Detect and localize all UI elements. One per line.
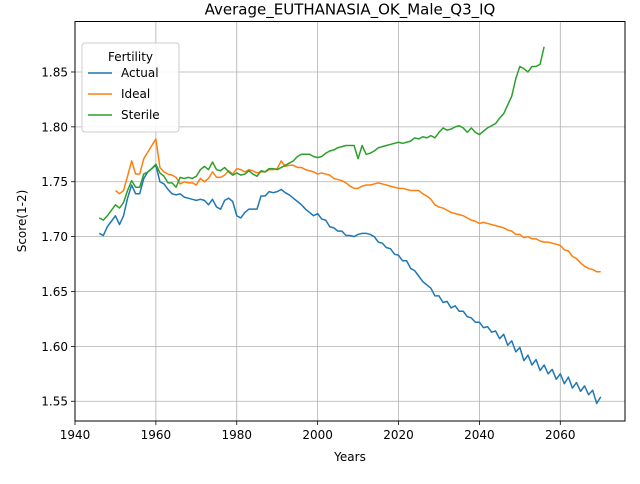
x-tick-label: 1980: [221, 428, 252, 442]
legend-label-actual: Actual: [121, 66, 159, 80]
x-tick-label: 1940: [60, 428, 91, 442]
series-line-sterile: [98, 46, 545, 221]
x-tick-label: 2060: [545, 428, 576, 442]
y-tick-label: 1.85: [41, 65, 68, 79]
x-tick-label: 2000: [302, 428, 333, 442]
y-tick-label: 1.70: [41, 230, 68, 244]
y-tick-label: 1.60: [41, 340, 68, 354]
series-line-ideal: [114, 138, 601, 273]
y-axis-label: Score(1-2): [15, 190, 29, 253]
axes-frame: [74, 21, 626, 422]
legend-entries: Actual Ideal Sterile: [88, 66, 160, 122]
y-tick-label: 1.55: [41, 395, 68, 409]
legend: Fertility Actual Ideal Sterile: [81, 42, 180, 133]
x-tick-label: 2040: [464, 428, 495, 442]
y-tick-label: 1.65: [41, 285, 68, 299]
legend-title: Fertility: [108, 50, 153, 64]
chart-title: Average_EUTHANASIA_OK_Male_Q3_IQ: [205, 1, 496, 20]
grid-lines: [74, 21, 625, 421]
series-line-actual: [98, 164, 602, 405]
axis-ticks: 1940 1960 1980 2000 2020 2040 2060 1.55 1.60 1.65…: [41, 65, 575, 442]
x-axis-label: Years: [333, 450, 366, 464]
x-tick-label: 2020: [383, 428, 414, 442]
legend-label-ideal: Ideal: [121, 87, 150, 101]
series-lines: [98, 46, 602, 405]
y-tick-label: 1.80: [41, 120, 68, 134]
y-tick-label: 1.75: [41, 175, 68, 189]
x-tick-label: 1960: [141, 428, 172, 442]
legend-box: [81, 42, 180, 133]
legend-label-sterile: Sterile: [121, 108, 160, 122]
